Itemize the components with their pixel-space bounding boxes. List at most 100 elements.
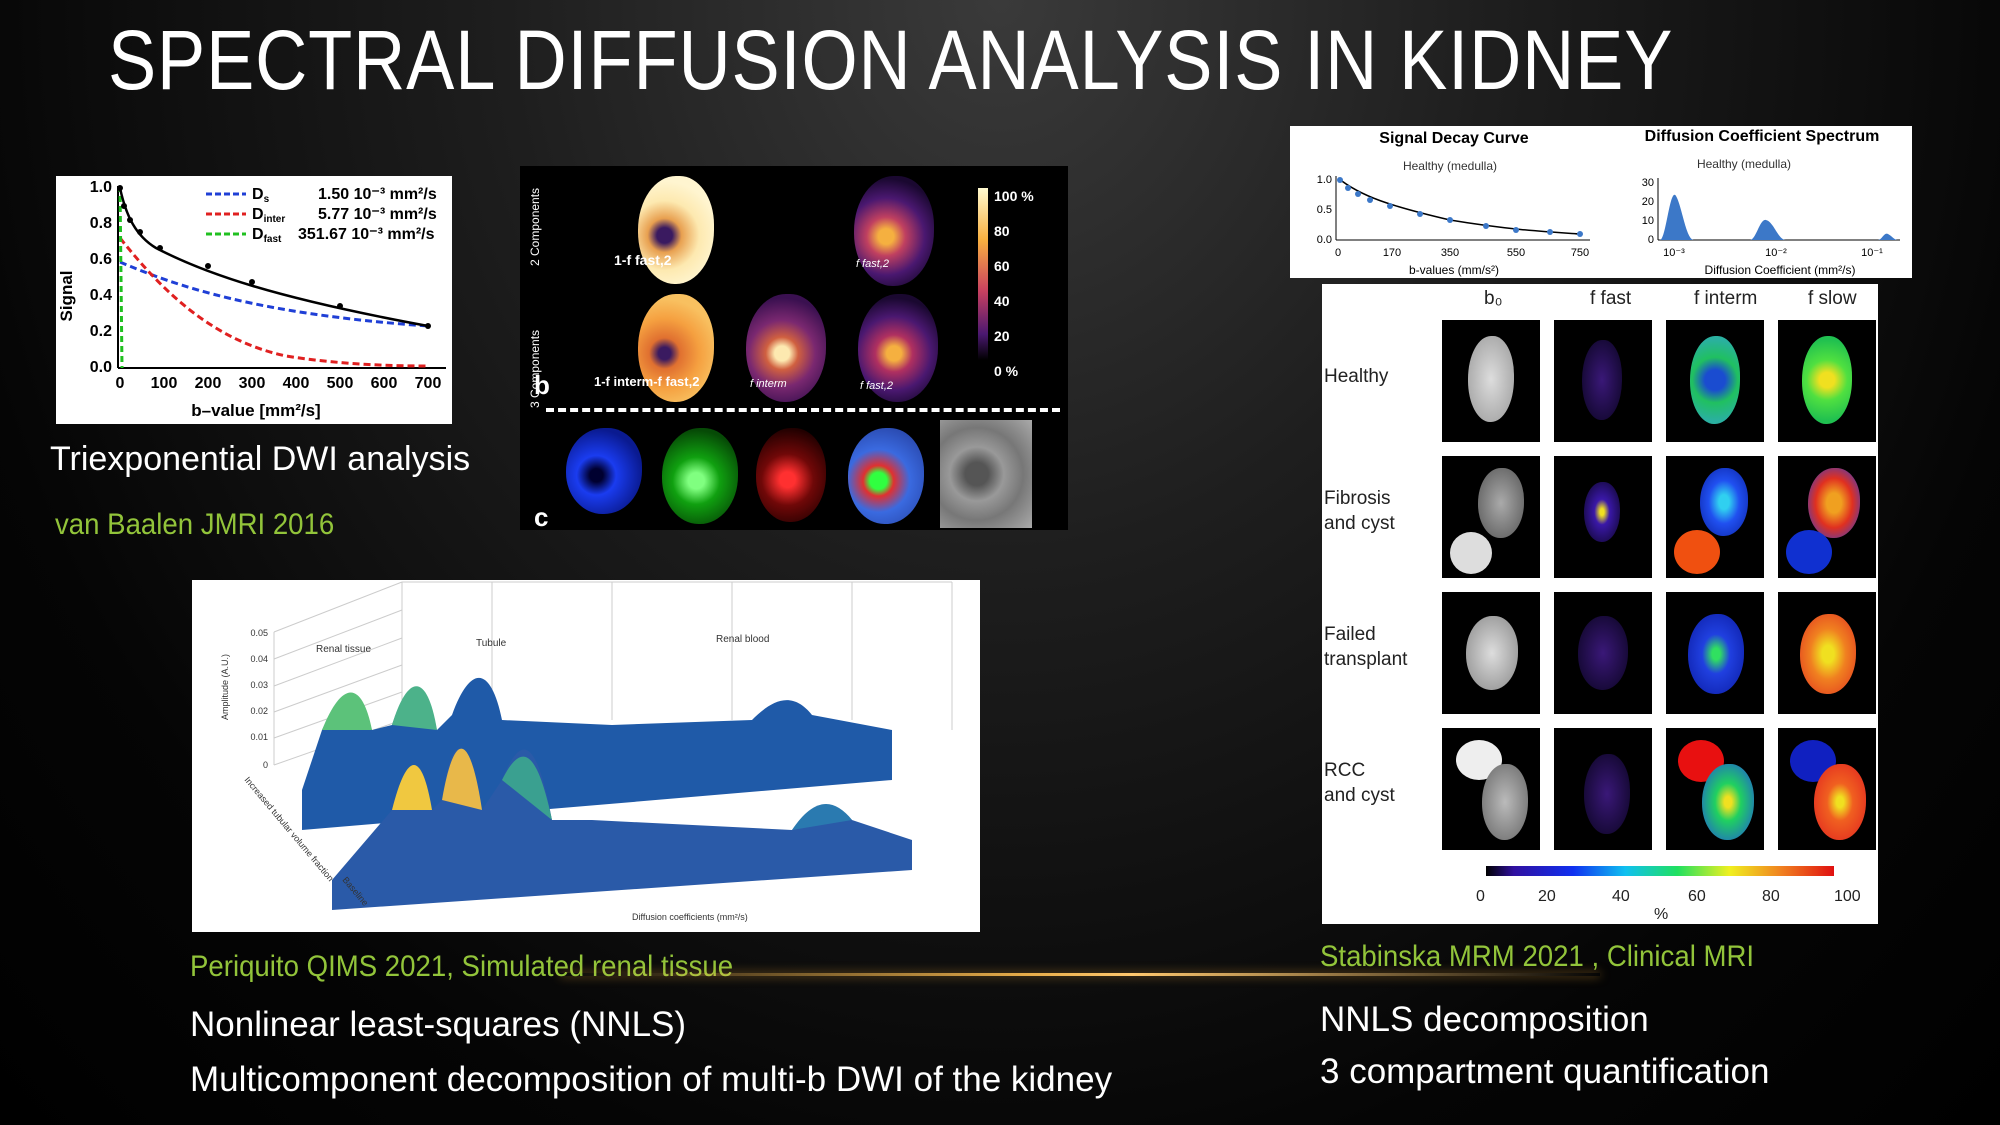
clinical-line-1: NNLS decomposition xyxy=(1320,1000,1649,1039)
ytick: 0 xyxy=(1648,234,1654,246)
peak-label: Renal blood xyxy=(716,634,769,645)
spectrum-title: Diffusion Coefficient Spectrum xyxy=(1645,128,1880,145)
spectrum-plots: Signal Decay Curve Healthy (medulla) 1.0… xyxy=(1317,128,1900,277)
xtick: 350 xyxy=(1441,247,1459,259)
legend-value: 1.50 10⁻³ mm²/s xyxy=(318,186,437,203)
xtick: 10⁻² xyxy=(1765,247,1787,259)
column-label: f interm xyxy=(1694,288,1758,309)
clinical-panel: b₀ f fast f interm f slow Healthy Fibros… xyxy=(1322,284,1878,924)
colorbar-tick: 100 % xyxy=(994,188,1034,204)
row-label: Healthy xyxy=(1324,366,1389,387)
xtick: 550 xyxy=(1507,247,1525,259)
dashed-divider xyxy=(546,408,1060,412)
cell-b0 xyxy=(1442,320,1540,442)
svg-text:Ds: Ds xyxy=(252,186,270,205)
map-blue xyxy=(566,428,642,514)
map-label: 1-f interm-f fast,2 xyxy=(594,374,700,389)
map-label: f fast,2 xyxy=(856,258,890,270)
xtick: 10⁻¹ xyxy=(1861,247,1883,259)
ytick: 30 xyxy=(1642,177,1654,189)
colorbar-tick: 80 xyxy=(1762,888,1780,905)
ytick: 0.0 xyxy=(1317,234,1332,246)
colorbar-tick: 20 xyxy=(1538,888,1556,905)
sim3d-xlabel: Diffusion coefficients (mm²/s) xyxy=(632,912,748,922)
label-2-components: 2 Components xyxy=(528,187,542,266)
map-2comp-ffast xyxy=(854,176,934,286)
map-red xyxy=(756,428,826,522)
ytick: 0.6 xyxy=(90,251,112,268)
spectrum-panel: Signal Decay Curve Healthy (medulla) 1.0… xyxy=(1290,126,1912,278)
map-2comp-1minus-ffast xyxy=(638,176,714,284)
ztick: 0.01 xyxy=(250,732,268,742)
triexp-xlabel: b–value [mm²/s] xyxy=(191,401,320,420)
row-label: Failed transplant xyxy=(1324,624,1408,670)
ztick: 0.04 xyxy=(250,654,268,664)
clinical-line-2: 3 compartment quantification xyxy=(1320,1052,1770,1091)
colorbar-unit: % xyxy=(1654,906,1669,923)
glow-divider xyxy=(560,973,1600,976)
colorbar-tick: 80 xyxy=(994,223,1010,239)
triexp-ylabel: Signal xyxy=(57,270,76,321)
xtick: 400 xyxy=(283,375,310,392)
peak-label: Tubule xyxy=(476,638,507,649)
cell-b0 xyxy=(1442,728,1540,850)
data-points xyxy=(117,185,431,329)
xtick: 10⁻³ xyxy=(1663,247,1685,259)
cell-fslow xyxy=(1778,320,1876,442)
slide-title: SPECTRAL DIFFUSION ANALYSIS IN KIDNEY xyxy=(108,13,1674,107)
ytick: 1.0 xyxy=(90,179,112,196)
row-b-label: b xyxy=(534,370,550,400)
sim3d-zlabel: Amplitude (A.U.) xyxy=(220,654,230,720)
sim3d-plot: 0.05 0.04 0.03 0.02 0.01 0 Amplitude (A.… xyxy=(220,581,953,922)
ytick: 20 xyxy=(1642,196,1654,208)
curve-d-slow xyxy=(119,260,429,328)
cell-finterm xyxy=(1666,456,1764,578)
ytick: 0.0 xyxy=(90,359,112,376)
cell-ffast xyxy=(1554,728,1652,850)
ytick: 0.4 xyxy=(90,287,112,304)
clinical-citation: Stabinska MRM 2021 , Clinical MRI xyxy=(1320,940,1755,973)
cell-finterm xyxy=(1666,728,1764,850)
parameter-maps-panel: 2 Components 3 Components 1-f fast,2 f f… xyxy=(520,166,1068,532)
maps-colorbar xyxy=(978,188,988,360)
colorbar-tick: 60 xyxy=(994,258,1010,274)
colorbar-tick: 0 xyxy=(1476,888,1485,905)
row-c-label: c xyxy=(534,502,549,532)
colorbar-tick: 20 xyxy=(994,328,1010,344)
sim3d-line-1: Nonlinear least-squares (NNLS) xyxy=(190,1005,687,1044)
cell-ffast xyxy=(1554,456,1652,578)
triexp-chart: 1.0 0.8 0.6 0.4 0.2 0.0 0 100 200 300 40… xyxy=(57,179,446,420)
cell-fslow xyxy=(1778,728,1876,850)
xtick: 0 xyxy=(1335,247,1341,259)
curve-d-inter xyxy=(118,237,429,368)
colorbar-tick: 100 xyxy=(1834,888,1861,905)
map-label: 1-f fast,2 xyxy=(614,252,672,268)
xtick: 0 xyxy=(116,375,125,392)
svg-text:Dfast: Dfast xyxy=(252,226,282,245)
sim3d-line-2: Multicomponent decomposition of multi-b … xyxy=(190,1060,1113,1099)
xtick: 700 xyxy=(415,375,442,392)
peak-label: Renal tissue xyxy=(316,644,371,655)
map-3comp-finterm xyxy=(746,294,826,402)
curve-d-fast xyxy=(118,185,124,369)
column-label: f fast xyxy=(1590,288,1632,309)
xtick: 600 xyxy=(371,375,398,392)
map-3comp-ffast xyxy=(858,294,938,402)
xtick: 750 xyxy=(1571,247,1589,259)
colorbar-tick: 40 xyxy=(1612,888,1630,905)
clinical-colorbar xyxy=(1486,866,1834,876)
xtick: 170 xyxy=(1383,247,1401,259)
triexp-caption: Triexponential DWI analysis xyxy=(50,440,471,478)
column-label: b₀ xyxy=(1484,288,1503,309)
cell-fslow xyxy=(1778,456,1876,578)
cell-ffast xyxy=(1554,320,1652,442)
ytick: 10 xyxy=(1642,215,1654,227)
decay-title: Signal Decay Curve xyxy=(1379,130,1529,147)
cell-finterm xyxy=(1666,320,1764,442)
sim3d-panel: 0.05 0.04 0.03 0.02 0.01 0 Amplitude (A.… xyxy=(192,580,980,932)
row-label: RCC and cyst xyxy=(1324,760,1395,806)
row-label: Fibrosis and cyst xyxy=(1324,488,1395,534)
cell-fslow xyxy=(1778,592,1876,714)
map-composite xyxy=(848,428,924,524)
colorbar-tick: 40 xyxy=(994,293,1010,309)
